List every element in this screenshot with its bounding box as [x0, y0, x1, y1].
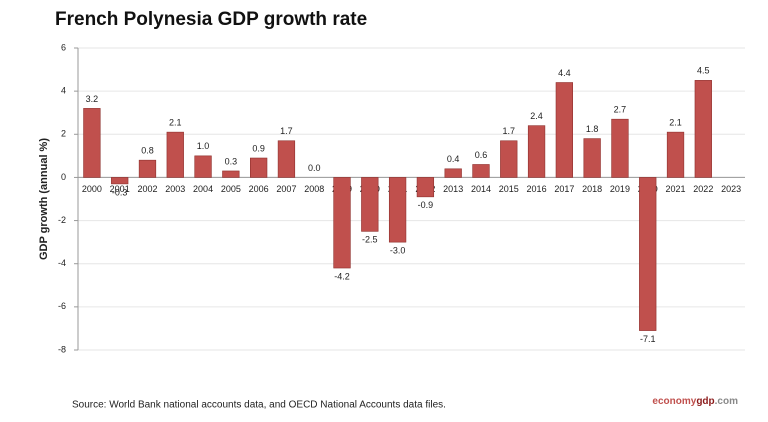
value-label: 2.1	[669, 118, 682, 128]
watermark-part: gdp	[696, 396, 714, 407]
chart-title: French Polynesia GDP growth rate	[55, 9, 367, 30]
value-label: 0.3	[225, 156, 238, 166]
y-tick-label: 2	[61, 129, 66, 139]
bar	[388, 177, 407, 243]
value-label: -0.3	[112, 187, 128, 197]
x-tick-label: 2015	[499, 184, 519, 194]
bar	[500, 140, 518, 178]
bar	[666, 131, 685, 178]
x-tick-label: 2002	[137, 184, 157, 194]
bar	[361, 177, 379, 232]
watermark-part: .com	[715, 396, 738, 407]
value-label: 2.7	[614, 105, 627, 115]
x-tick-label: 2003	[165, 184, 185, 194]
value-label: -0.9	[418, 200, 434, 210]
value-label: -4.2	[334, 271, 350, 281]
bar	[111, 177, 129, 185]
x-tick-label: 2022	[693, 184, 713, 194]
watermark: economygdp.com	[652, 396, 738, 407]
x-tick-label: 2013	[443, 184, 463, 194]
bar	[694, 80, 712, 178]
x-tick-label: 2005	[221, 184, 241, 194]
x-tick-label: 2016	[527, 184, 547, 194]
y-tick-label: -2	[58, 215, 66, 225]
x-tick-label: 2004	[193, 184, 213, 194]
x-tick-label: 2000	[82, 184, 102, 194]
x-tick-label: 2006	[249, 184, 269, 194]
source: Source: World Bank national accounts dat…	[72, 400, 446, 411]
bar	[138, 159, 157, 178]
value-label: 2.1	[169, 118, 182, 128]
y-tick-label: -4	[58, 258, 66, 268]
y-tick-label: 6	[61, 42, 66, 52]
bar	[222, 170, 240, 178]
y-axis-label: GDP growth (annual %)	[38, 138, 50, 260]
x-tick-label: 2008	[304, 184, 324, 194]
bar	[555, 82, 573, 178]
x-tick-label: 2018	[582, 184, 602, 194]
y-tick-label: -6	[58, 301, 66, 311]
value-label: 4.5	[697, 66, 710, 76]
x-tick-label: 2019	[610, 184, 630, 194]
bar	[250, 157, 268, 178]
bar	[527, 125, 546, 178]
value-label: 2.4	[530, 111, 543, 121]
value-label: 1.7	[503, 126, 516, 136]
bar	[333, 177, 351, 269]
bar	[472, 164, 490, 178]
x-tick-label: 2023	[721, 184, 741, 194]
value-label: -2.5	[362, 235, 378, 245]
x-tick-label: 2017	[554, 184, 574, 194]
value-label: 4.4	[558, 68, 571, 78]
x-tick-label: 2021	[666, 184, 686, 194]
value-label: 0.6	[475, 150, 488, 160]
bar	[416, 177, 435, 198]
x-tick-label: 2007	[276, 184, 296, 194]
bar	[277, 140, 296, 178]
x-tick-label: 2001	[110, 184, 130, 194]
value-label: 0.0	[308, 163, 321, 173]
watermark-part: economy	[652, 396, 696, 407]
bar	[611, 118, 629, 178]
value-label: -7.1	[640, 334, 656, 344]
bar	[444, 168, 462, 178]
value-label: 0.8	[141, 146, 154, 156]
y-tick-label: -8	[58, 344, 66, 354]
bar	[166, 131, 184, 178]
value-label: 1.8	[586, 124, 599, 134]
value-label: -3.0	[390, 246, 406, 256]
bar	[83, 108, 101, 178]
bar	[194, 155, 212, 178]
bar	[639, 177, 657, 331]
y-tick-label: 0	[61, 172, 66, 182]
value-label: 0.4	[447, 154, 460, 164]
value-label: 1.7	[280, 126, 293, 136]
bar	[583, 138, 601, 178]
y-tick-label: 4	[61, 86, 66, 96]
x-tick-label: 2014	[471, 184, 491, 194]
value-label: 0.9	[252, 143, 265, 153]
value-label: 1.0	[197, 141, 210, 151]
value-label: 3.2	[86, 94, 99, 104]
